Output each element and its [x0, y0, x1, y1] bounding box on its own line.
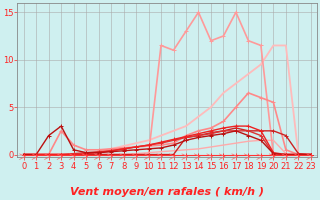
X-axis label: Vent moyen/en rafales ( km/h ): Vent moyen/en rafales ( km/h ) — [70, 187, 264, 197]
